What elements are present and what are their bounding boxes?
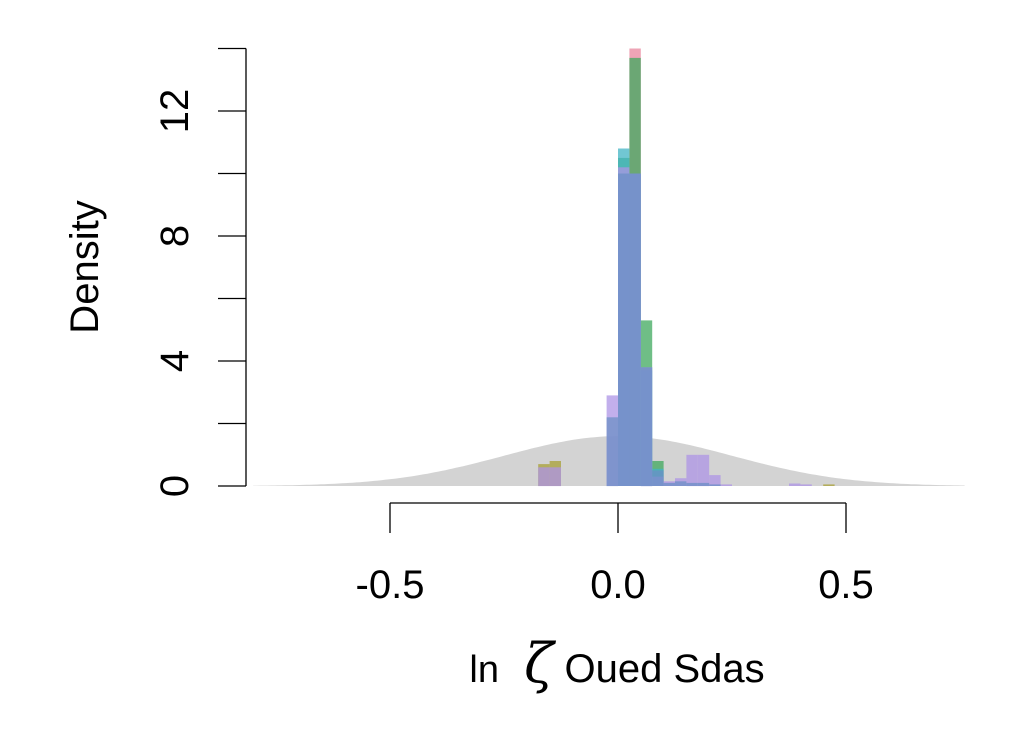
y-axis: 0 4 8 12 xyxy=(153,47,247,497)
histogram-bar xyxy=(709,475,721,486)
histogram-bar xyxy=(697,482,710,486)
histogram-bar xyxy=(652,470,664,486)
x-tick-label: 0.0 xyxy=(590,563,646,607)
histogram-bar xyxy=(686,482,698,486)
x-tick-label: -0.5 xyxy=(356,563,425,607)
x-axis-title: ln ζ Oued Sdas xyxy=(469,632,764,695)
x-axis-title-prefix: ln xyxy=(469,649,499,691)
histogram-bar xyxy=(618,173,630,486)
histogram-bar xyxy=(800,484,812,486)
y-tick-label: 12 xyxy=(153,89,197,134)
y-axis-title: Density xyxy=(63,200,107,333)
x-axis: -0.5 0.0 0.5 xyxy=(356,502,874,607)
histogram-bars-layer xyxy=(538,48,835,487)
histogram-bar xyxy=(549,467,561,487)
y-tick-label: 8 xyxy=(153,225,197,247)
histogram-bar xyxy=(823,484,835,486)
x-axis-title-symbol: ζ xyxy=(524,632,556,695)
histogram-bar xyxy=(697,454,710,487)
histogram-bar xyxy=(789,483,801,486)
x-tick-label: 0.5 xyxy=(818,563,874,607)
histogram-bar xyxy=(640,367,653,487)
histogram-series-6 xyxy=(606,173,721,487)
histogram-bar xyxy=(663,482,675,486)
x-axis-title-subscript: Oued Sdas xyxy=(564,647,764,691)
histogram-series-5 xyxy=(538,167,812,487)
y-tick-label: 0 xyxy=(153,475,197,497)
histogram-bar xyxy=(538,467,550,487)
histogram-bar xyxy=(709,484,721,486)
histogram-bar xyxy=(629,173,641,486)
y-tick-label: 4 xyxy=(153,350,197,372)
histogram-bar xyxy=(606,417,618,487)
histogram-bar xyxy=(675,481,687,486)
histogram-bar xyxy=(686,454,698,487)
histogram-bar xyxy=(720,484,732,486)
